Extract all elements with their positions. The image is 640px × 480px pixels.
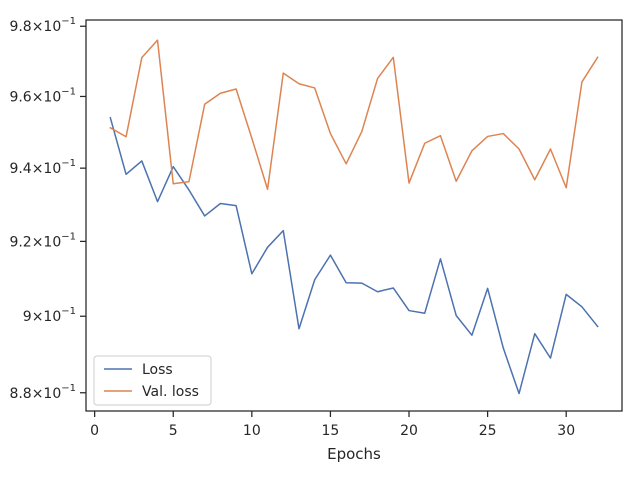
x-tick-label: 15 — [322, 423, 340, 439]
x-tick-label: 0 — [90, 423, 99, 439]
series-line-loss — [109, 116, 599, 395]
x-axis: 0 5 10 15 20 25 30 — [90, 411, 575, 439]
series-layer — [109, 39, 599, 395]
legend: Loss Val. loss — [93, 355, 212, 406]
y-tick-label: 9.6×10−1 — [9, 86, 76, 105]
y-tick-label: 9.4×10−1 — [9, 158, 76, 177]
axes-spines — [85, 19, 623, 412]
y-tick-label: 9.8×10−1 — [9, 16, 76, 35]
x-tick-label: 25 — [479, 423, 497, 439]
x-tick-label: 30 — [557, 423, 575, 439]
y-tick-label: 8.8×10−1 — [9, 383, 76, 402]
axes-frame — [85, 19, 623, 412]
legend-label: Loss — [142, 362, 173, 378]
y-tick-label: 9×10−1 — [23, 306, 76, 325]
plot-area — [86, 20, 622, 411]
x-axis-label: Epochs — [327, 445, 381, 463]
x-tick-label: 10 — [243, 423, 261, 439]
series-line-val-loss — [109, 39, 599, 190]
legend-label: Val. loss — [142, 384, 199, 400]
y-tick-label: 9.2×10−1 — [9, 231, 76, 250]
x-tick-label: 5 — [169, 423, 178, 439]
x-tick-label: 20 — [400, 423, 418, 439]
y-axis: 8.8×10−1 9×10−1 9.2×10−1 9.4×10−1 9.6×10−1 9.… — [9, 16, 86, 402]
